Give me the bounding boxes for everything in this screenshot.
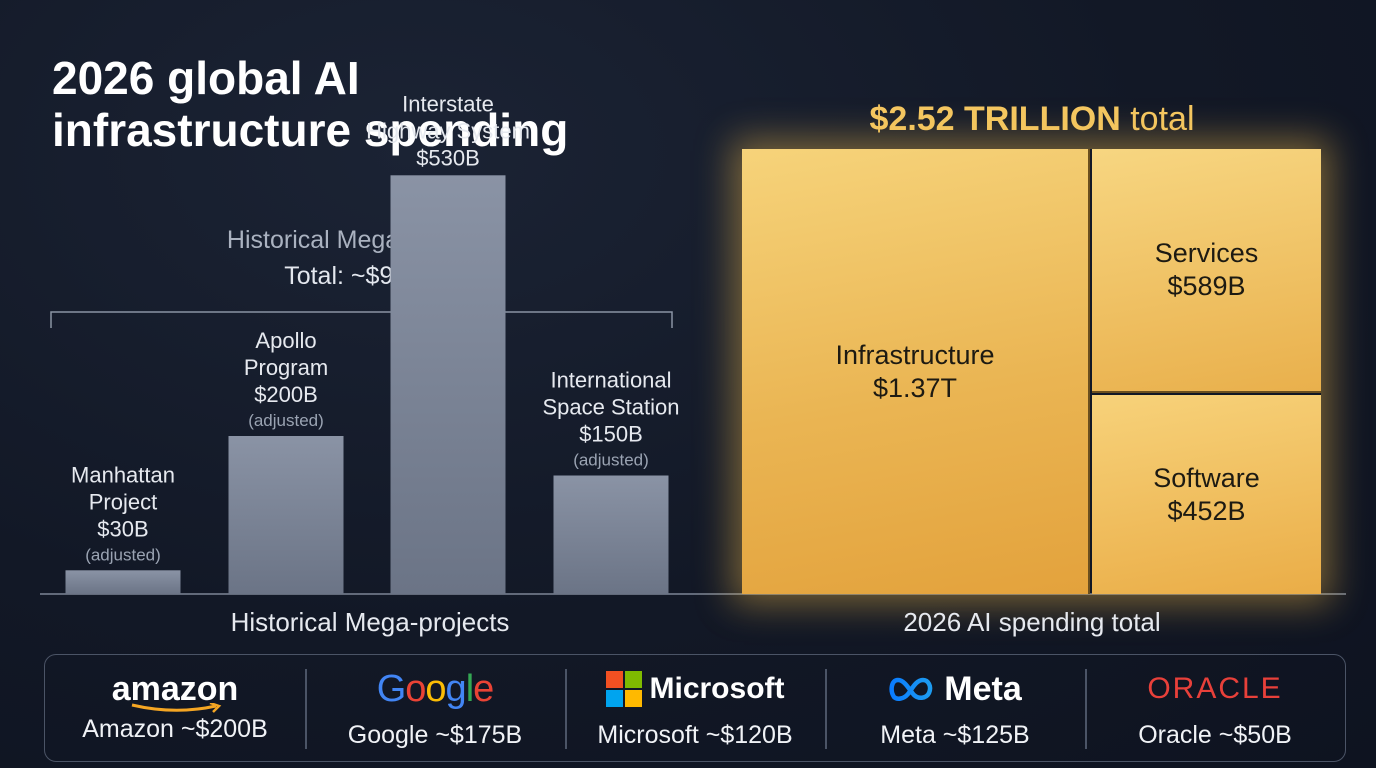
company-oracle: ORACLE Oracle ~$50B — [1085, 655, 1345, 761]
company-google: Google Google ~$175B — [305, 655, 565, 761]
google-letter: o — [405, 668, 426, 710]
google-letter: G — [376, 668, 407, 710]
meta-logo: Meta — [888, 669, 1022, 709]
tile-value: $452B — [1167, 495, 1246, 526]
bar-category-label: International — [550, 368, 671, 393]
amazon-wordmark: amazon — [111, 670, 239, 708]
google-letter: o — [425, 668, 446, 710]
company-value: Oracle ~$50B — [1138, 721, 1292, 749]
bar-note-label: (adjusted) — [573, 451, 649, 470]
microsoft-squares-icon — [605, 671, 642, 707]
bar-value-label: $200B — [254, 382, 318, 407]
historical-x-label: Historical Mega-projects — [230, 607, 510, 637]
amazon-smile-icon — [131, 703, 222, 713]
amazon-logo: amazon — [112, 669, 239, 709]
ai-spending-treemap: Infrastructure $1.37T Services $589B Sof… — [742, 149, 1321, 594]
oracle-logo: ORACLE — [1147, 669, 1282, 709]
bar-value-label: $530B — [416, 145, 480, 170]
meta-infinity-icon — [889, 677, 933, 701]
tile-label: Services — [1154, 238, 1259, 268]
company-spending-bar: amazon Amazon ~$200B Google Google ~$175… — [44, 654, 1346, 762]
google-letter: e — [473, 668, 494, 710]
bar-category-label: Space Station — [543, 395, 680, 420]
bar-interstate-highway-system — [390, 175, 506, 595]
company-value: Google ~$175B — [347, 721, 523, 749]
google-letter: g — [445, 668, 467, 710]
ai-total-amount: $2.52 TRILLION — [869, 100, 1121, 138]
ai-x-label: 2026 AI spending total — [903, 607, 1161, 637]
company-amazon: amazon Amazon ~$200B — [45, 655, 305, 761]
bar-value-label: $150B — [579, 422, 643, 447]
meta-wordmark: Meta — [944, 669, 1022, 708]
treemap-tile-infrastructure: Infrastructure $1.37T — [742, 149, 1090, 594]
company-meta: Meta Meta ~$125B — [825, 655, 1085, 761]
historical-bracket — [50, 311, 673, 328]
bar-category-label: Manhattan — [71, 462, 175, 487]
company-value: Amazon ~$200B — [82, 715, 268, 743]
company-value: Microsoft ~$120B — [597, 721, 793, 749]
bar-note-label: (adjusted) — [85, 545, 161, 564]
google-letter: l — [465, 668, 475, 710]
bar-category-label: Project — [89, 489, 157, 514]
title-line-2: infrastructure spending — [52, 104, 569, 156]
title-line-1: 2026 global AI — [52, 52, 360, 104]
tile-label: Infrastructure — [835, 339, 995, 370]
ai-total-title: $2.52 TRILLION total — [742, 100, 1322, 139]
google-logo: Google — [376, 668, 495, 710]
page-title: 2026 global AI infrastructure spending — [52, 52, 692, 156]
bar-category-label: Apollo — [255, 328, 316, 353]
microsoft-logo: Microsoft — [605, 669, 785, 709]
bar-value-label: $30B — [97, 516, 148, 541]
treemap-tile-software: Software $452B — [1092, 395, 1321, 594]
company-value: Meta ~$125B — [880, 721, 1030, 749]
oracle-wordmark: ORACLE — [1147, 672, 1283, 705]
bar-category-label: Program — [244, 355, 328, 380]
ai-total-suffix: total — [1130, 100, 1195, 138]
treemap-tile-services: Services $589B — [1092, 149, 1321, 393]
bar-category-label: Interstate — [402, 91, 494, 116]
bar-manhattan-project — [65, 570, 181, 594]
tile-label: Software — [1153, 462, 1260, 493]
bar-category-label: Highway System — [366, 118, 530, 143]
google-wordmark: Google — [376, 668, 495, 710]
bar-note-label: (adjusted) — [248, 411, 324, 430]
tile-value: $1.37T — [872, 372, 958, 403]
microsoft-wordmark: Microsoft — [649, 672, 785, 705]
bar-apollo-program — [228, 436, 344, 594]
bar-international-space-station — [553, 475, 669, 594]
company-microsoft: Microsoft Microsoft ~$120B — [565, 655, 825, 761]
tile-value: $589B — [1167, 271, 1246, 301]
